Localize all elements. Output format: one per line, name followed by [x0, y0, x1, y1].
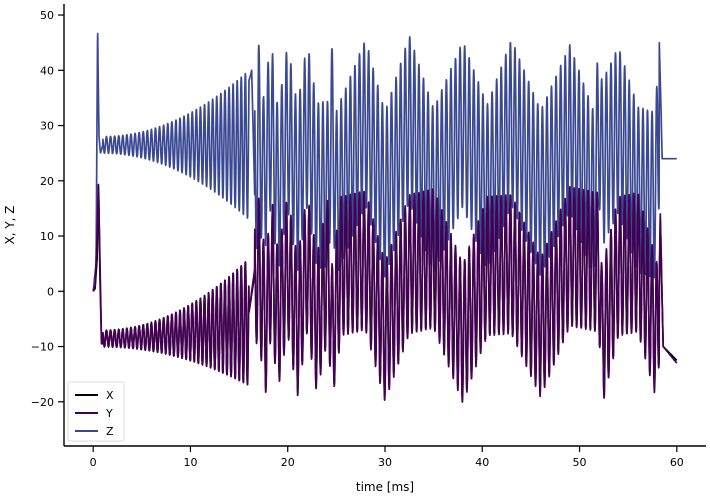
- x-tick-label: 60: [670, 456, 684, 469]
- x-axis-title: time [ms]: [356, 480, 414, 494]
- y-tick-label: −10: [31, 341, 54, 354]
- legend-label-x: X: [106, 389, 114, 402]
- y-tick-label: 10: [40, 230, 54, 243]
- x-tick-label: 40: [475, 456, 489, 469]
- x-ticks: 0 10 20 30 40 50 60: [90, 446, 684, 469]
- x-tick-label: 50: [573, 456, 587, 469]
- y-tick-label: 50: [40, 9, 54, 22]
- x-tick-label: 0: [90, 456, 97, 469]
- legend: X Y Z: [67, 381, 125, 442]
- series-line-y: [92, 183, 678, 403]
- x-tick-label: 20: [281, 456, 295, 469]
- y-tick-label: 20: [40, 175, 54, 188]
- x-tick-label: 10: [183, 456, 197, 469]
- y-tick-label: 0: [47, 285, 54, 298]
- legend-box: [67, 381, 125, 442]
- y-ticks: −20 −10 0 10 20 30 40 50: [31, 9, 64, 409]
- series-line-z: [92, 32, 678, 292]
- y-tick-label: 40: [40, 64, 54, 77]
- plot-area: [92, 32, 678, 403]
- legend-label-z: Z: [106, 425, 114, 438]
- x-tick-label: 30: [378, 456, 392, 469]
- y-tick-label: −20: [31, 396, 54, 409]
- y-axis-title: X, Y, Z: [3, 205, 17, 244]
- y-tick-label: 30: [40, 120, 54, 133]
- legend-label-y: Y: [105, 407, 113, 420]
